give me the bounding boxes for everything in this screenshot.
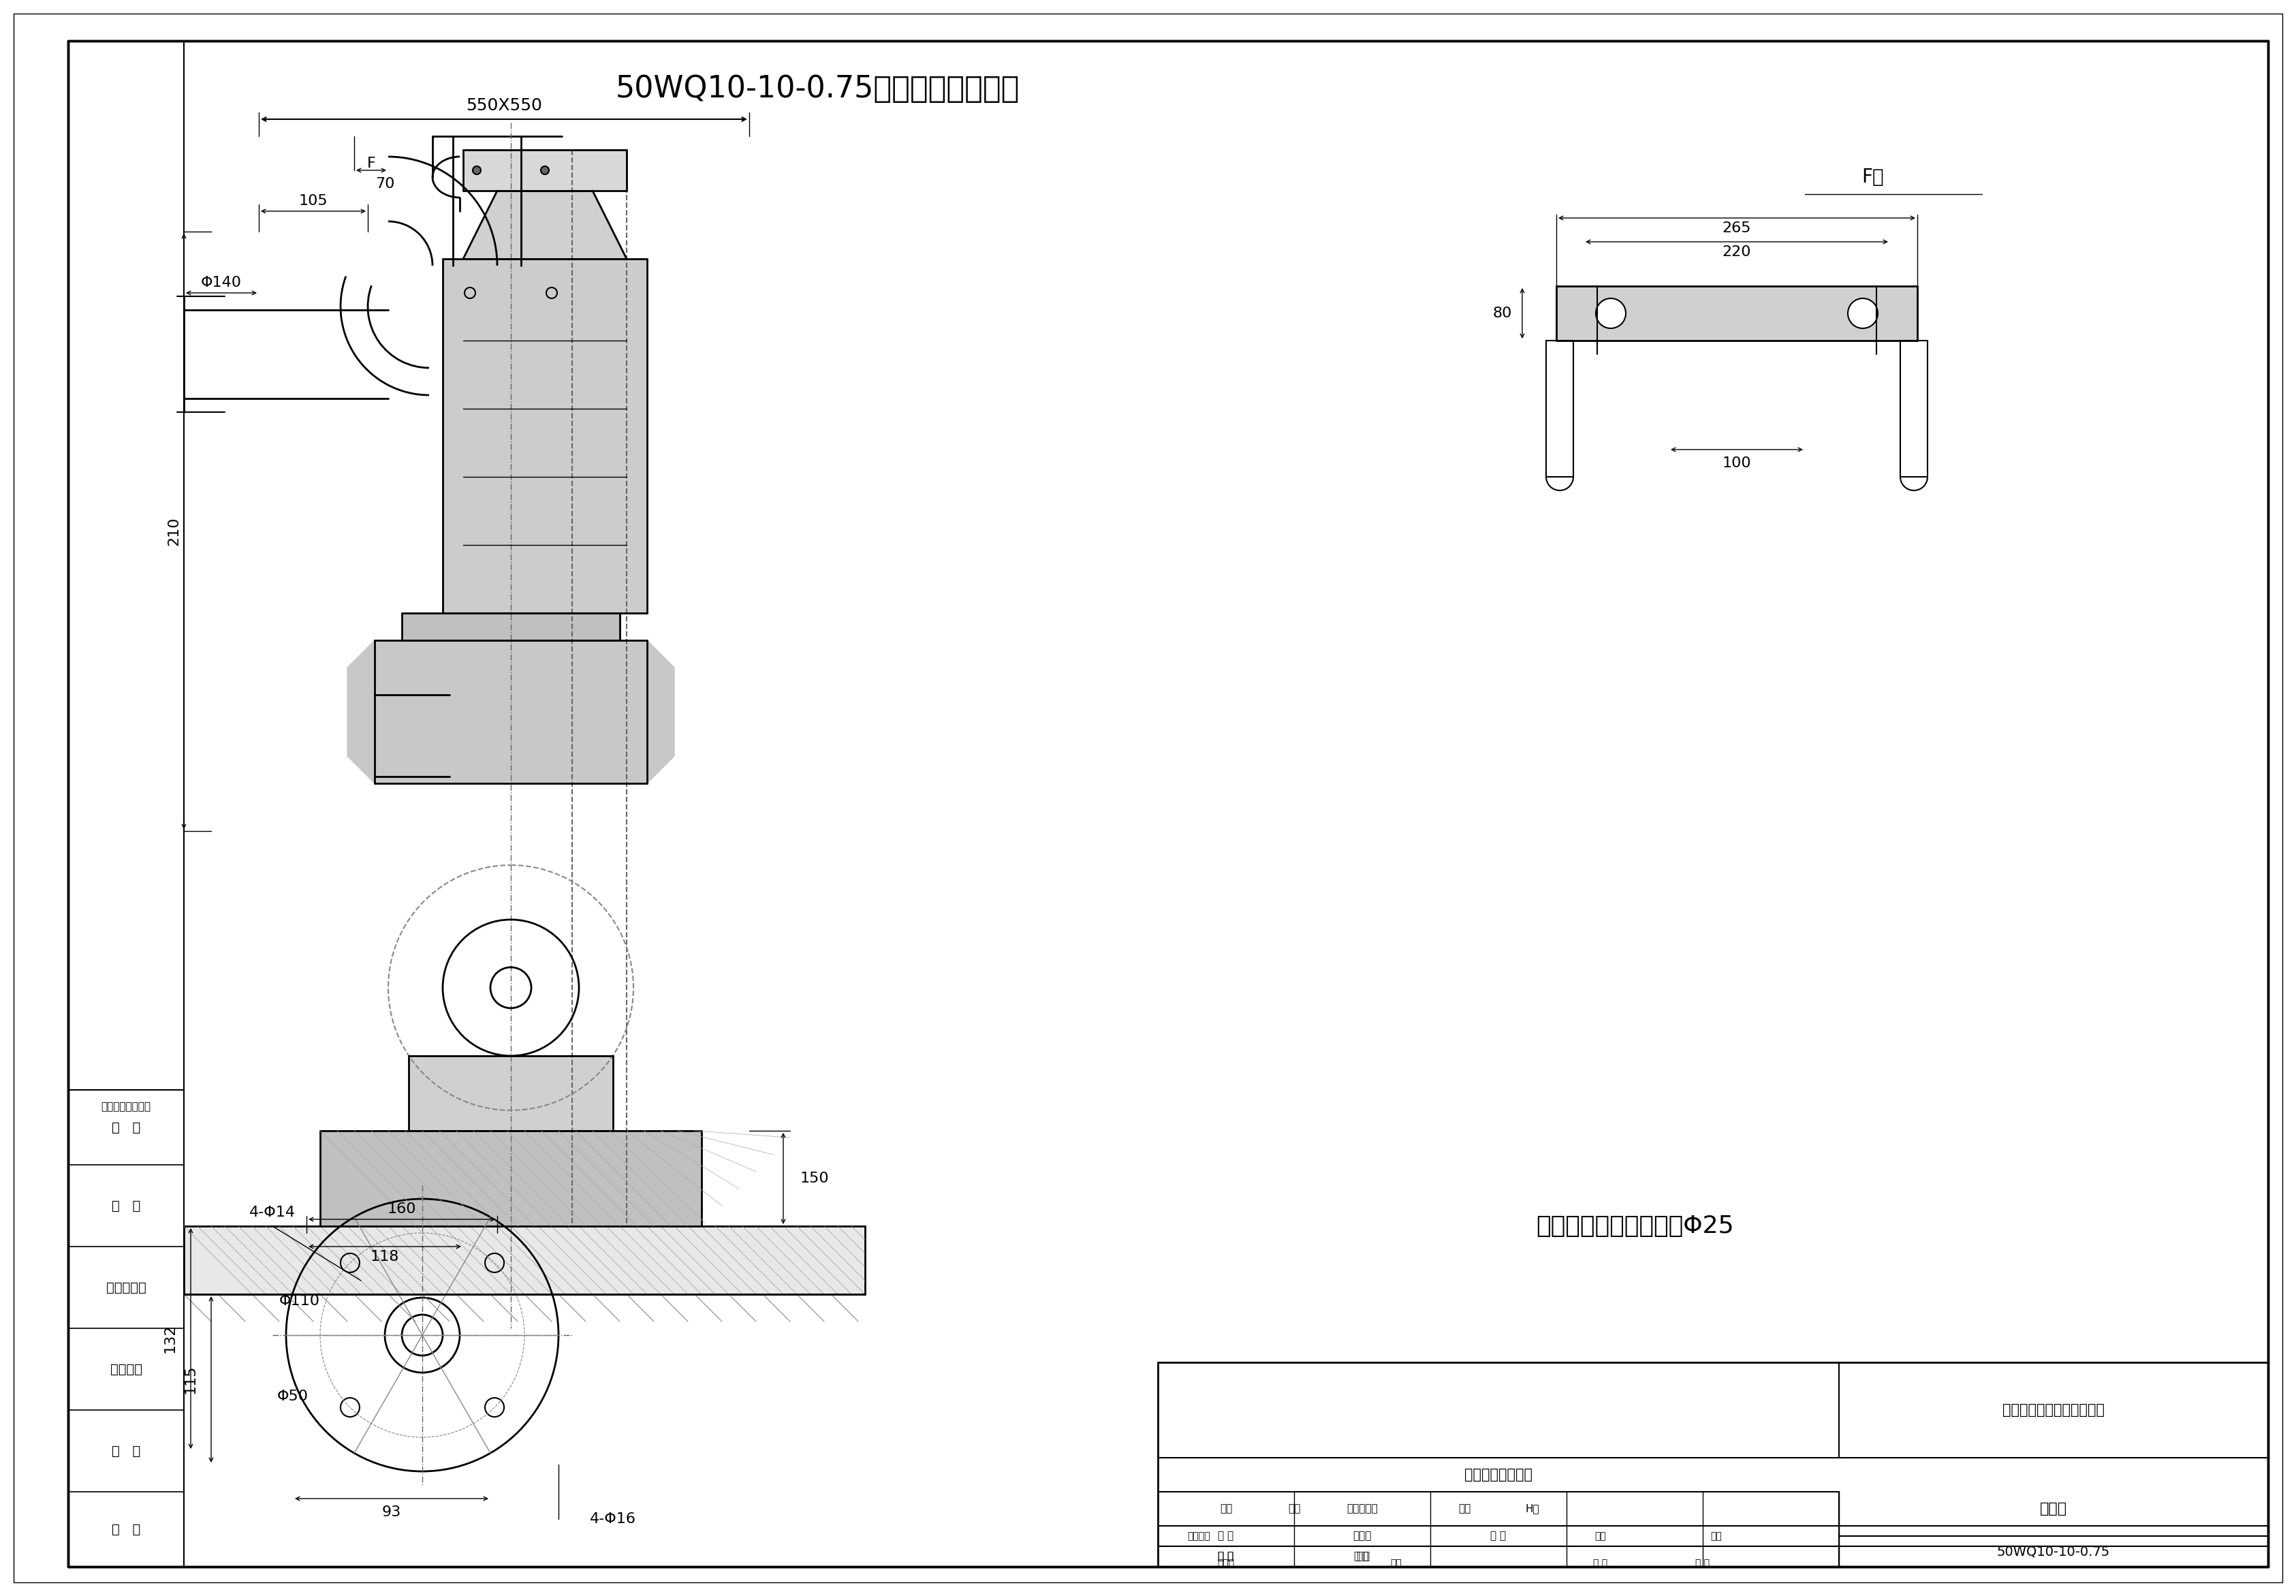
Polygon shape (1557, 286, 1917, 340)
Text: 265: 265 (1722, 222, 1752, 235)
Text: 550X550: 550X550 (466, 97, 542, 113)
Text: 排污泵: 排污泵 (2039, 1502, 2066, 1516)
Text: 备（通）用件登记: 备（通）用件登记 (101, 1101, 152, 1112)
Text: 比例: 比例 (1711, 1531, 1722, 1540)
Text: H期: H期 (1525, 1503, 1541, 1515)
Polygon shape (409, 1057, 613, 1130)
Polygon shape (402, 613, 620, 640)
Bar (1901, 340, 1929, 477)
Text: 150: 150 (801, 1171, 829, 1186)
Circle shape (1848, 298, 1878, 329)
Text: F: F (367, 156, 377, 171)
Polygon shape (464, 150, 627, 192)
Text: 审 定: 审 定 (1355, 1551, 1371, 1561)
Polygon shape (347, 640, 675, 784)
Text: 70: 70 (374, 177, 395, 192)
Bar (184, 1226, 866, 1294)
Text: 重量: 重量 (1596, 1531, 1607, 1540)
Text: 标记: 标记 (1219, 1503, 1233, 1515)
Text: 日   期: 日 期 (113, 1523, 140, 1535)
Circle shape (473, 166, 480, 174)
Text: 更改文件号: 更改文件号 (1348, 1503, 1378, 1515)
Text: Φ140: Φ140 (202, 276, 241, 289)
Text: F向: F向 (1862, 168, 1885, 187)
Text: 210: 210 (168, 517, 181, 546)
Text: 图样标记: 图样标记 (1187, 1531, 1210, 1540)
Text: 93: 93 (381, 1505, 402, 1519)
Text: 制 图: 制 图 (1219, 1551, 1233, 1561)
Text: 底图总号: 底图总号 (110, 1363, 142, 1376)
Text: 日期: 日期 (1391, 1559, 1403, 1569)
Text: 118: 118 (370, 1250, 400, 1264)
Text: 标准化: 标准化 (1217, 1559, 1235, 1569)
Text: 4-Φ16: 4-Φ16 (590, 1513, 636, 1526)
Text: Φ110: Φ110 (280, 1294, 319, 1307)
Text: 签   字: 签 字 (113, 1444, 140, 1457)
Text: 50WQ10-10-0.75固定式安装尺寸图: 50WQ10-10-0.75固定式安装尺寸图 (615, 73, 1019, 104)
Text: 220: 220 (1722, 246, 1752, 259)
Text: 第 张: 第 张 (1694, 1559, 1711, 1569)
Text: 工 艺: 工 艺 (1490, 1531, 1506, 1542)
Circle shape (542, 166, 549, 174)
Polygon shape (319, 1130, 703, 1226)
Text: 共 张: 共 张 (1593, 1559, 1607, 1569)
Text: 签字: 签字 (1458, 1503, 1469, 1515)
Text: 描   图: 描 图 (113, 1120, 140, 1133)
Text: 105: 105 (298, 195, 328, 207)
Text: 批准: 批准 (1357, 1551, 1368, 1561)
Text: 80: 80 (1492, 306, 1513, 321)
Text: 4-Φ14: 4-Φ14 (250, 1205, 296, 1219)
Text: 132: 132 (163, 1325, 177, 1353)
Text: Φ50: Φ50 (278, 1390, 308, 1403)
Text: 处数: 处数 (1288, 1503, 1300, 1515)
Text: 50WQ10-10-0.75: 50WQ10-10-0.75 (1998, 1545, 2110, 1558)
Text: 固定式安装尺寸图: 固定式安装尺寸图 (1465, 1468, 1531, 1481)
Text: 赵红林: 赵红林 (1352, 1531, 1371, 1542)
Text: 100: 100 (1722, 456, 1752, 469)
Text: 160: 160 (388, 1202, 416, 1216)
Polygon shape (464, 192, 627, 259)
Circle shape (1596, 298, 1626, 329)
Text: 旧底图总号: 旧底图总号 (106, 1282, 147, 1294)
Bar (1545, 340, 1573, 477)
Text: 上海邦泉泵业制造有限公司: 上海邦泉泵业制造有限公司 (2002, 1403, 2105, 1417)
Text: 115: 115 (184, 1365, 197, 1393)
Text: 描   校: 描 校 (113, 1199, 140, 1211)
Text: 设 计: 设 计 (1219, 1531, 1233, 1542)
Text: 双导轨安装，导轨直径Φ25: 双导轨安装，导轨直径Φ25 (1536, 1215, 1733, 1238)
Polygon shape (443, 259, 647, 613)
Text: 校 对: 校 对 (1219, 1551, 1233, 1561)
